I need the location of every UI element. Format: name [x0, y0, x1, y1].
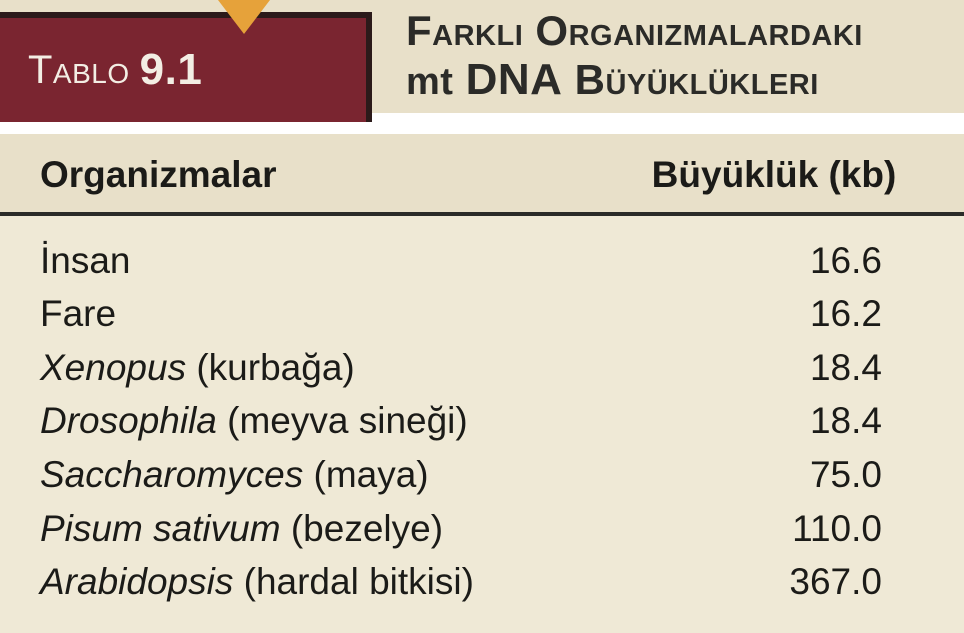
organism-scientific: Saccharomyces	[40, 454, 303, 495]
table-row: Pisum sativum (bezelye) 110.0	[40, 502, 924, 556]
title-dna: DNA	[466, 55, 563, 104]
organism-common: İnsan	[40, 240, 131, 281]
table-figure: Tablo 9.1 Farklı Organizmalardaki mt DNA…	[0, 0, 964, 633]
tab-number: 9.1	[140, 45, 203, 95]
organism-cell: Arabidopsis (hardal bitkisi)	[40, 555, 624, 609]
table-title: Farklı Organizmalardaki mt DNA Büyüklükl…	[372, 0, 964, 113]
organism-cell: Fare	[40, 287, 624, 341]
tab-wrap: Tablo 9.1	[0, 0, 372, 113]
table-number-tab: Tablo 9.1	[0, 12, 372, 122]
column-header-size: Büyüklük (kb)	[624, 154, 924, 196]
table-header-row: Organizmalar Büyüklük (kb)	[0, 134, 964, 216]
size-cell: 75.0	[624, 448, 924, 502]
table-row: Drosophila (meyva sineği) 18.4	[40, 394, 924, 448]
size-cell: 18.4	[624, 341, 924, 395]
organism-scientific: Xenopus	[40, 347, 186, 388]
size-cell: 16.2	[624, 287, 924, 341]
title-mt: mt	[406, 61, 453, 103]
organism-cell: Saccharomyces (maya)	[40, 448, 624, 502]
tab-label: Tablo	[28, 48, 130, 93]
organism-common: (bezelye)	[291, 508, 443, 549]
column-header-organisms: Organizmalar	[40, 154, 624, 196]
table-row: İnsan 16.6	[40, 234, 924, 288]
title-line-2: mt DNA Büyüklükleri	[406, 55, 964, 106]
size-cell: 110.0	[624, 502, 924, 556]
table-row: Xenopus (kurbağa) 18.4	[40, 341, 924, 395]
table-body: İnsan 16.6 Fare 16.2 Xenopus (kurbağa) 1…	[0, 216, 964, 633]
table-row: Fare 16.2	[40, 287, 924, 341]
organism-cell: Pisum sativum (bezelye)	[40, 502, 624, 556]
pointer-icon	[218, 0, 270, 34]
table-row: Arabidopsis (hardal bitkisi) 367.0	[40, 555, 924, 609]
organism-common: (hardal bitkisi)	[244, 561, 474, 602]
table-row: Saccharomyces (maya) 75.0	[40, 448, 924, 502]
organism-scientific: Drosophila	[40, 400, 217, 441]
title-rest: Büyüklükleri	[575, 56, 819, 103]
organism-scientific: Arabidopsis	[40, 561, 233, 602]
organism-common: (maya)	[314, 454, 429, 495]
title-line-1: Farklı Organizmalardaki	[406, 7, 964, 55]
organism-common: (kurbağa)	[196, 347, 354, 388]
organism-common: Fare	[40, 293, 116, 334]
size-cell: 18.4	[624, 394, 924, 448]
organism-cell: İnsan	[40, 234, 624, 288]
size-cell: 367.0	[624, 555, 924, 609]
organism-common: (meyva sineği)	[227, 400, 468, 441]
organism-cell: Drosophila (meyva sineği)	[40, 394, 624, 448]
organism-scientific: Pisum sativum	[40, 508, 281, 549]
organism-cell: Xenopus (kurbağa)	[40, 341, 624, 395]
header-row: Tablo 9.1 Farklı Organizmalardaki mt DNA…	[0, 0, 964, 113]
size-cell: 16.6	[624, 234, 924, 288]
